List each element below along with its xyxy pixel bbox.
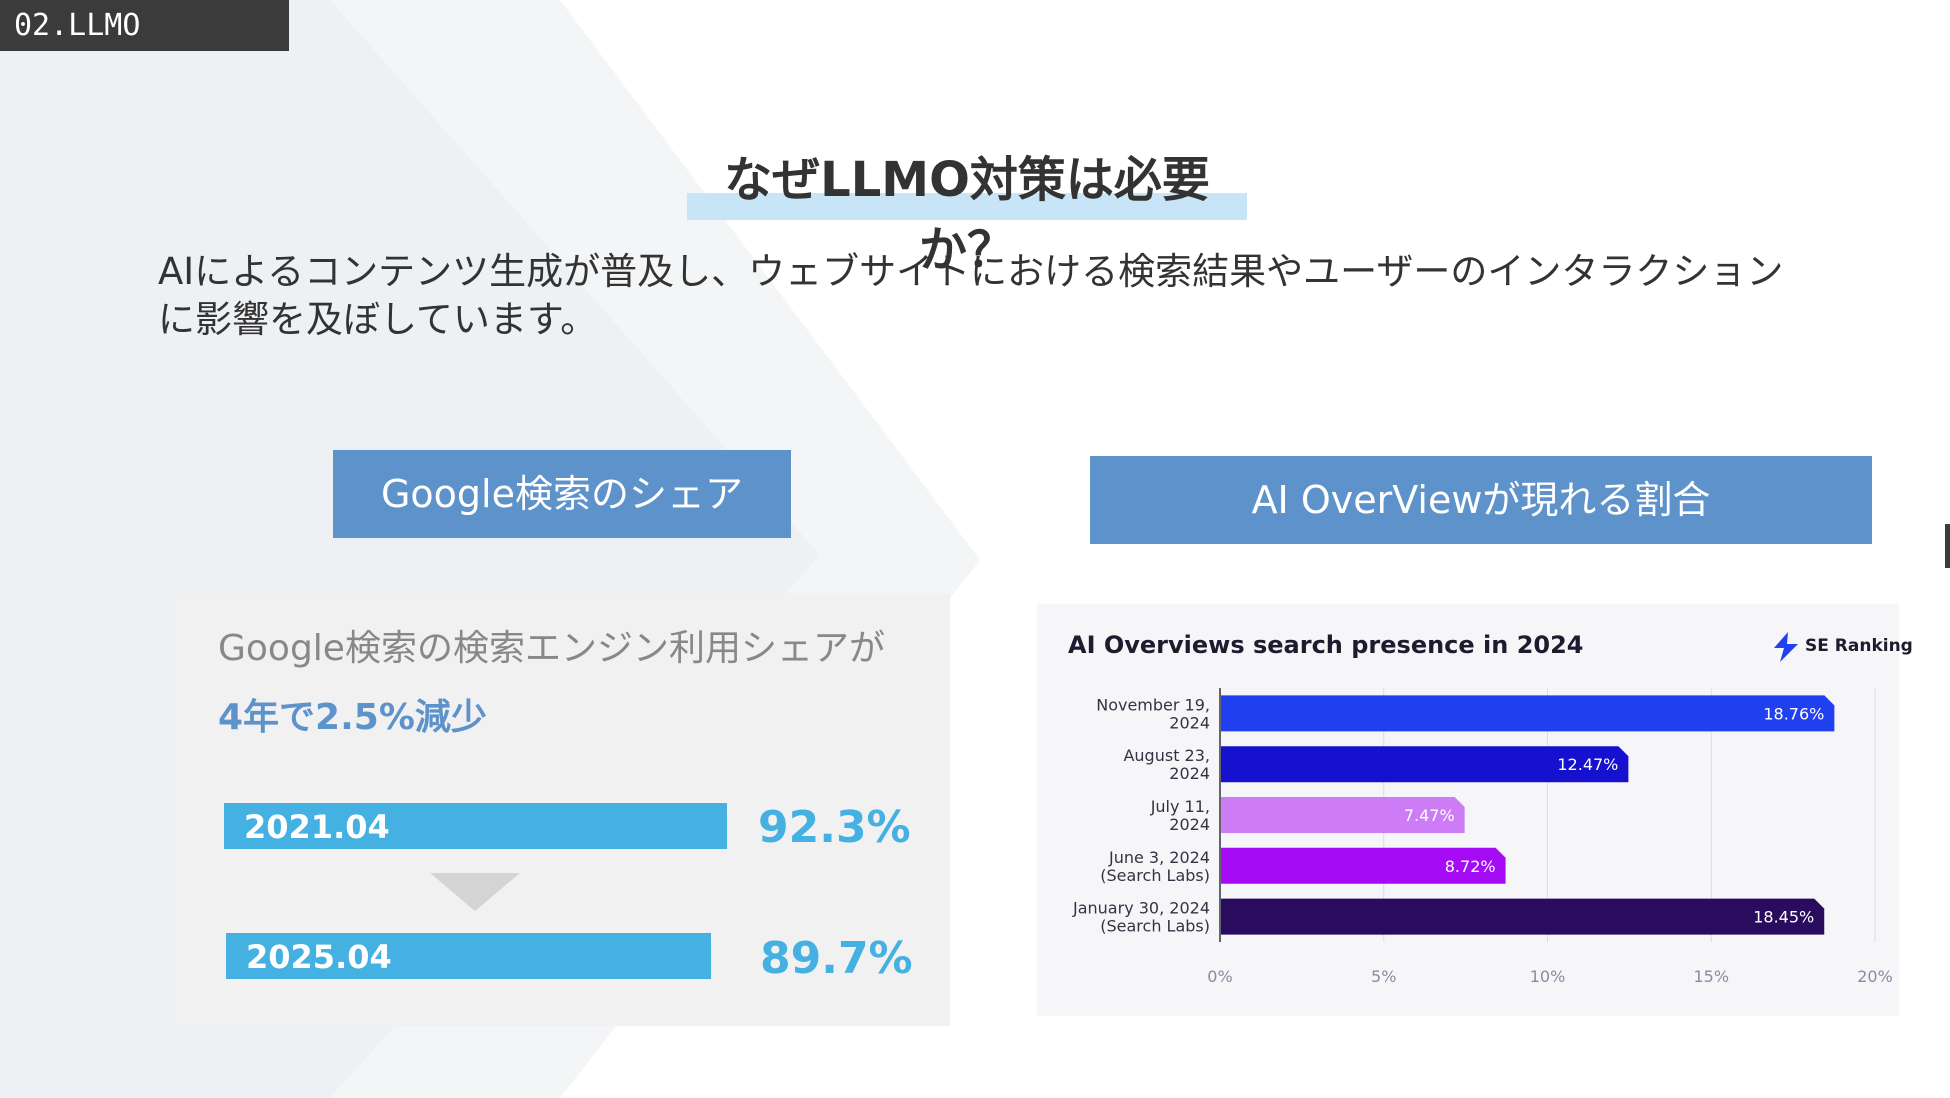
category-label: July 11, [1150,797,1210,816]
x-tick-label: 0% [1207,967,1232,986]
edge-marker [1945,524,1950,568]
category-label: (Search Labs) [1100,866,1210,885]
intro-text: AIによるコンテンツ生成が普及し、ウェブサイトにおける検索結果やユーザーのインタ… [158,250,1784,341]
bar [1221,746,1629,783]
brand-name: SE Ranking [1805,636,1913,656]
chart-title: AI Overviews search presence in 2024 [1068,631,1584,659]
bar-value-label: 18.76% [1763,704,1824,723]
x-tick-label: 20% [1857,967,1893,986]
category-label: (Search Labs) [1100,917,1210,936]
bar-value-label: 18.45% [1753,908,1814,927]
title-underline [687,193,1247,220]
share-value-2021: 92.3% [758,802,911,853]
down-arrow-icon [430,873,520,911]
share-value-2025: 89.7% [760,933,913,984]
bar [1221,847,1506,884]
google-share-header: Google検索のシェア [333,450,791,538]
ai-overview-header: AI OverViewが現れる割合 [1090,456,1872,544]
share-bar-2021: 2021.04 [224,803,727,849]
x-tick-label: 5% [1371,967,1396,986]
se-ranking-logo-icon [1774,632,1798,662]
category-label: 2024 [1169,764,1210,783]
bar-value-label: 8.72% [1445,857,1496,876]
category-label: January 30, 2024 [1072,899,1210,918]
bar-value-label: 12.47% [1557,755,1618,774]
bar-value-label: 7.47% [1404,806,1455,825]
x-tick-label: 15% [1693,967,1729,986]
category-label: November 19, [1096,695,1210,714]
chart-card [1037,604,1899,1016]
category-label: 2024 [1169,713,1210,732]
share-bar-2025: 2025.04 [226,933,711,979]
bar [1221,695,1835,732]
share-decrease-highlight: 4年で2.5%減少 [218,697,487,738]
section-tag: 02.LLMO [0,0,289,51]
category-label: June 3, 2024 [1108,848,1210,867]
bar [1221,797,1465,833]
x-tick-label: 10% [1530,967,1566,986]
category-label: August 23, [1123,746,1210,765]
share-heading: Google検索の検索エンジン利用シェアが [218,628,885,669]
category-label: 2024 [1169,815,1210,834]
page-title: なぜLLMO対策は必要か？ [724,152,1210,278]
bar [1221,898,1825,935]
